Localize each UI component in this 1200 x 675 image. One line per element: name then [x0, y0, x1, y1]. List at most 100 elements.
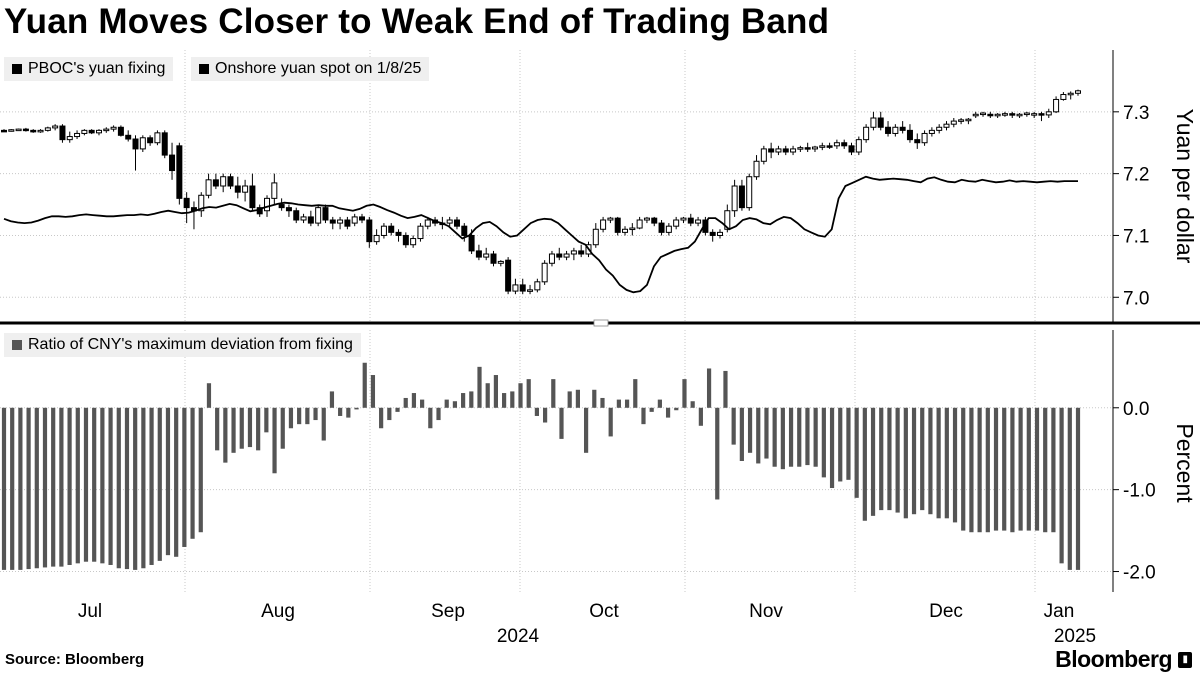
fixing-candle — [680, 216, 687, 224]
deviation-bar — [551, 379, 556, 408]
candle-body — [278, 204, 285, 209]
fixing-candle — [709, 229, 716, 242]
candle-body — [994, 113, 1001, 117]
candle-body — [59, 125, 66, 141]
deviation-bar — [469, 391, 474, 408]
deviation-bar — [83, 407, 89, 562]
candle-body — [936, 126, 943, 131]
fixing-candle — [870, 111, 877, 131]
fixing-candles — [1, 89, 1081, 295]
fixing-candle — [95, 129, 102, 136]
fixing-candle — [52, 124, 59, 131]
deviation-bar — [34, 407, 39, 569]
candle-body — [980, 112, 987, 116]
deviation-bar — [100, 407, 105, 564]
deviation-bar — [149, 407, 154, 565]
fixing-candle — [1031, 111, 1038, 118]
candle-body — [249, 185, 256, 209]
fixing-candle — [395, 229, 402, 242]
deviation-bar — [452, 401, 458, 408]
fixing-candle — [548, 250, 555, 267]
fixing-candle — [227, 173, 234, 190]
candle-body — [88, 129, 95, 134]
fixing-candle — [285, 204, 292, 217]
candle-body — [44, 127, 51, 131]
candle-body — [892, 126, 899, 134]
candle-body — [110, 126, 117, 130]
candle-body — [483, 253, 490, 258]
deviation-bar — [674, 407, 679, 411]
candle-body — [227, 176, 234, 187]
fixing-candle — [936, 124, 943, 134]
deviation-bar — [288, 407, 294, 429]
fixing-candle — [300, 213, 307, 224]
candle-body — [351, 216, 358, 224]
fixing-candle — [746, 173, 753, 211]
candle-body — [74, 132, 81, 138]
candle-body — [293, 210, 300, 221]
deviation-bar — [1034, 407, 1040, 531]
candle-body — [680, 217, 687, 221]
candle-body — [738, 185, 745, 209]
fixing-candle — [512, 278, 519, 295]
deviation-bar — [641, 407, 646, 425]
deviation-bar — [788, 407, 794, 467]
fixing-candle — [914, 133, 921, 149]
candle-body — [424, 219, 431, 227]
deviation-bar — [542, 407, 548, 423]
brand-name: Bloomberg — [1055, 646, 1172, 672]
candle-body — [30, 129, 37, 133]
legend-swatch-deviation — [12, 340, 22, 350]
fixing-candle — [8, 129, 15, 132]
fixing-candle — [344, 216, 351, 230]
candle-body — [315, 207, 322, 224]
deviation-bar — [297, 407, 302, 425]
deviation-bar — [616, 399, 621, 408]
candle-body — [958, 119, 965, 122]
deviation-bar — [797, 407, 802, 467]
candle-body — [921, 132, 928, 144]
fixing-candle — [1060, 92, 1067, 101]
candle-body — [987, 113, 994, 117]
fixing-candle — [205, 173, 212, 199]
deviation-bar — [124, 407, 130, 570]
fixing-candle — [855, 136, 862, 156]
fixing-candle — [417, 223, 424, 242]
upper-legend: PBOC's yuan fixing — [4, 57, 174, 81]
legend-swatch-fixing — [12, 64, 22, 74]
fixing-candle — [366, 216, 373, 248]
deviation-bar — [575, 389, 580, 408]
candle-body — [665, 225, 672, 233]
deviation-bar — [477, 366, 482, 408]
fixing-candle — [527, 284, 534, 295]
deviation-bar — [182, 407, 187, 547]
deviation-bar — [1051, 407, 1056, 533]
fixing-candle — [1067, 91, 1074, 100]
deviation-bar — [1043, 407, 1048, 533]
fixing-candle — [826, 142, 833, 149]
fixing-candle — [505, 257, 512, 295]
fixing-candle — [607, 216, 614, 224]
fixing-candle — [994, 113, 1001, 118]
deviation-bar — [362, 362, 367, 408]
candle-body — [395, 231, 402, 236]
candle-body — [563, 253, 570, 258]
deviation-bar — [1075, 407, 1081, 570]
deviation-bar — [846, 407, 851, 480]
deviation-bar — [772, 407, 777, 467]
deviation-bar — [264, 407, 269, 433]
fixing-candle — [147, 135, 154, 146]
fixing-candle — [972, 111, 979, 118]
candle-body — [52, 125, 59, 129]
deviation-bar — [706, 368, 712, 408]
deviation-bar — [682, 379, 687, 408]
fixing-candle — [483, 247, 490, 261]
fixing-candle — [161, 130, 168, 159]
fixing-candle — [110, 125, 117, 132]
candle-body — [410, 238, 417, 246]
upper-ytick-label: 7.3 — [1123, 103, 1149, 124]
fixing-candle — [885, 121, 892, 137]
fixing-candle — [1009, 111, 1016, 118]
candle-body — [271, 182, 278, 199]
candle-body — [344, 219, 351, 227]
